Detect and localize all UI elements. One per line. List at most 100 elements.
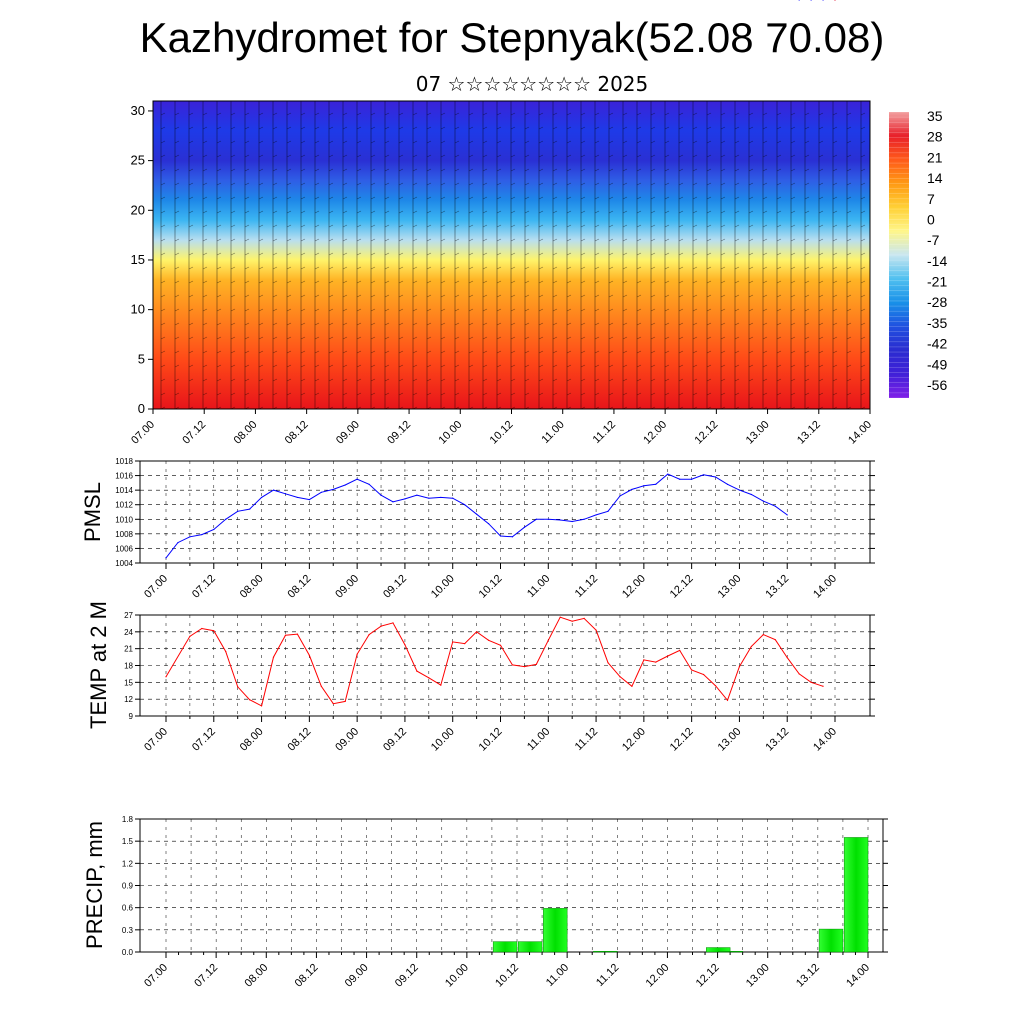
pmsl-ytick-label: 1006 bbox=[115, 544, 133, 553]
temp-data-point bbox=[679, 649, 681, 651]
temp-ytick-label: 15 bbox=[124, 678, 133, 687]
heat-ytick-label: 25 bbox=[131, 153, 145, 168]
pmsl-xtick-label: 10.00 bbox=[429, 573, 457, 601]
temp-ytick-label: 18 bbox=[124, 662, 133, 671]
pmsl-data-point bbox=[392, 501, 394, 503]
temp-xtick-label: 12.00 bbox=[620, 726, 648, 754]
heat-ytick-label: 30 bbox=[131, 103, 145, 118]
pmsl-ytick-label: 1016 bbox=[115, 472, 133, 481]
temp-data-point bbox=[571, 620, 573, 622]
precip-ytick-label: 1.8 bbox=[122, 815, 134, 824]
pmsl-data-point bbox=[487, 523, 490, 525]
pmsl-data-point bbox=[559, 519, 561, 521]
temp-ytick-label: 9 bbox=[129, 712, 134, 721]
pmsl-data-point bbox=[177, 542, 179, 544]
pmsl-data-point bbox=[786, 514, 788, 516]
temp-data-point bbox=[165, 676, 167, 678]
heat-xtick-label: 07.12 bbox=[180, 419, 208, 447]
temp-data-point bbox=[356, 653, 358, 655]
precip-bar bbox=[593, 951, 618, 953]
heat-ytick-label: 5 bbox=[138, 351, 145, 366]
heat-xtick-label: 11.12 bbox=[591, 419, 618, 446]
temp-xtick-label: 13.12 bbox=[763, 726, 791, 754]
heat-ytick-label: 15 bbox=[131, 252, 145, 267]
pmsl-xtick-label: 12.00 bbox=[620, 573, 648, 601]
temp-data-point bbox=[559, 616, 561, 618]
temp-data-point bbox=[714, 685, 717, 687]
chart-subtitle: 07 ☆☆☆☆☆☆☆☆ 2025 bbox=[415, 72, 649, 96]
temp-data-point bbox=[213, 630, 215, 632]
heat-xtick-label: 09.00 bbox=[334, 419, 362, 447]
pmsl-data-point bbox=[440, 496, 442, 499]
precip-xtick-label: 13.12 bbox=[794, 962, 822, 990]
heat-xtick-label: 07.00 bbox=[129, 419, 157, 447]
precip-bar bbox=[843, 837, 869, 953]
colorbar-label: 28 bbox=[927, 129, 943, 145]
precip-xtick-label: 13.00 bbox=[744, 962, 772, 990]
pmsl-data-point bbox=[583, 518, 585, 520]
pmsl-data-point bbox=[272, 489, 275, 491]
temp-data-point bbox=[416, 670, 418, 672]
pmsl-xtick-label: 08.00 bbox=[238, 573, 266, 601]
pmsl-data-point bbox=[679, 478, 681, 480]
temp-data-point bbox=[499, 644, 502, 646]
pmsl-data-point bbox=[308, 499, 310, 501]
precip-xtick-label: 12.12 bbox=[694, 962, 722, 990]
temp-data-point bbox=[535, 663, 537, 665]
temp-data-point bbox=[631, 685, 633, 687]
precip-bar bbox=[492, 941, 518, 953]
temp-data-point bbox=[511, 664, 514, 666]
temp-data-point bbox=[272, 656, 275, 658]
precip-xtick-label: 11.12 bbox=[594, 962, 621, 989]
temp-data-point bbox=[332, 703, 334, 705]
precip-xtick-label: 09.00 bbox=[343, 962, 371, 990]
pmsl-frame bbox=[139, 460, 871, 564]
colorbar: 35 28 21 14 7 0 -7 -14 -21 -28 -35 -42 -49 -56 bbox=[889, 108, 947, 399]
colorbar-label: -21 bbox=[927, 274, 947, 290]
pmsl-data-point bbox=[702, 474, 705, 476]
pmsl-data-point bbox=[822, 0, 824, 1]
upper-air-crosssection: 0 5 10 15 20 25 30 07.00 07.12 08.00 08.12 09.00 09.… bbox=[129, 100, 874, 447]
pmsl-xtick-label: 09.12 bbox=[381, 573, 409, 601]
pmsl-data-point bbox=[416, 494, 418, 496]
temp-data-point bbox=[822, 685, 824, 687]
temp-data-point bbox=[691, 669, 693, 671]
heat-xtick-label: 13.00 bbox=[744, 419, 772, 447]
pmsl-data-point bbox=[798, 0, 800, 1]
precip-xtick-label: 09.12 bbox=[393, 962, 421, 990]
heat-xtick-label: 08.12 bbox=[283, 419, 311, 447]
pmsl-data-point bbox=[260, 496, 263, 499]
pmsl-data-point bbox=[571, 520, 573, 523]
pmsl-ytick-label: 1008 bbox=[115, 530, 133, 539]
temp-data-point bbox=[726, 699, 729, 701]
pmsl-data-point bbox=[619, 495, 621, 497]
heat-xtick-label: 12.00 bbox=[641, 419, 669, 447]
pmsl-data-point bbox=[225, 518, 227, 520]
pmsl-xtick-label: 13.00 bbox=[716, 573, 744, 601]
precip-bar bbox=[818, 928, 844, 953]
pmsl-xtick-label: 13.12 bbox=[763, 573, 791, 601]
pmsl-data-point bbox=[535, 518, 537, 520]
temp-xtick-label: 09.12 bbox=[381, 726, 409, 754]
colorbar-label: 0 bbox=[927, 211, 935, 227]
pmsl-data-point bbox=[750, 493, 752, 496]
pmsl-xtick-label: 11.12 bbox=[573, 573, 600, 600]
pmsl-data-point bbox=[464, 504, 466, 506]
heat-xtick-label: 10.12 bbox=[488, 419, 516, 447]
precip-panel: 0.0 0.3 0.6 0.9 1.2 1.5 1.8 07.00 07.12 08.00 08.1… bbox=[82, 815, 888, 990]
temp-xtick-label: 08.12 bbox=[286, 726, 314, 754]
pmsl-data-point bbox=[380, 494, 382, 496]
colorbar-label: -42 bbox=[927, 336, 947, 352]
precip-xtick-label: 10.00 bbox=[443, 962, 471, 990]
pmsl-data-point bbox=[189, 536, 191, 538]
heat-ytick-label: 20 bbox=[131, 202, 145, 217]
pmsl-ytick-label: 1018 bbox=[115, 457, 133, 466]
pmsl-data-point bbox=[296, 496, 299, 499]
precip-bar bbox=[706, 947, 731, 953]
pmsl-data-point bbox=[237, 510, 239, 512]
heat-xtick-label: 11.00 bbox=[539, 419, 566, 446]
temp-xtick-label: 11.12 bbox=[573, 726, 600, 753]
precip-ytick-label: 0.0 bbox=[122, 948, 134, 957]
heat-xtick-label: 12.12 bbox=[693, 419, 721, 447]
temp-xtick-label: 10.12 bbox=[477, 726, 505, 754]
